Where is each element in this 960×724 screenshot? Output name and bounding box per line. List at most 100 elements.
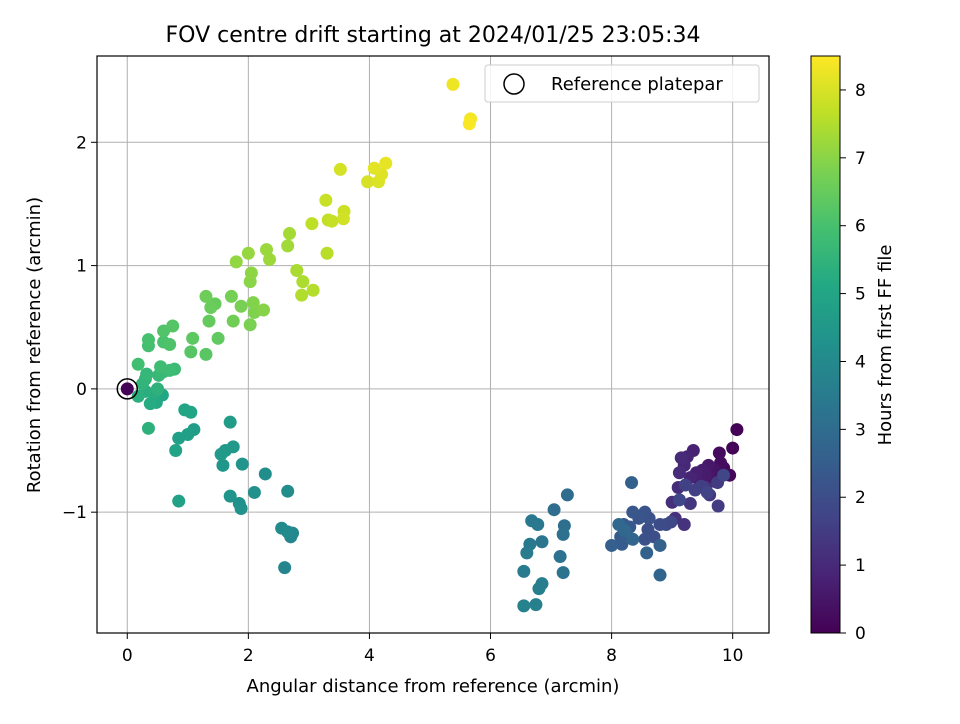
data-point [672,493,686,507]
colorbar-tick-label: 4 [855,352,866,372]
data-point [306,283,320,297]
data-point [672,466,686,480]
x-tick-label: 0 [122,646,133,666]
y-tick-label: 1 [76,257,87,277]
x-tick-label: 8 [606,646,617,666]
data-point [263,252,277,266]
data-point [296,275,310,289]
data-point [244,266,258,280]
data-point [169,444,183,458]
colorbar-label: Hours from first FF file [875,245,896,446]
data-point [641,522,655,536]
data-point [131,357,145,371]
data-point [226,314,240,328]
data-point [517,564,531,578]
x-axis-label: Angular distance from reference (arcmin) [247,676,620,697]
data-point [547,503,561,517]
data-point [216,458,230,472]
data-point [246,296,260,310]
y-axis-label: Rotation from reference (arcmin) [24,197,45,493]
x-tick-label: 10 [722,646,744,666]
data-point [141,421,155,435]
data-point [367,161,381,175]
data-point [140,367,154,381]
data-point [163,338,177,351]
data-point [717,468,731,482]
colorbar-gradient [810,55,841,634]
data-point [626,532,640,546]
data-point [446,77,460,91]
y-tick-label: −1 [62,503,87,523]
data-point [186,331,200,345]
data-point [223,489,237,503]
data-point [653,568,667,582]
data-point [553,550,567,564]
data-point [653,538,667,552]
data-point [525,514,539,528]
data-point [678,478,692,492]
colorbar: 0 1 2 3 4 5 6 7 8 Hours from first FF file [810,55,896,644]
data-point [605,538,619,552]
data-point [556,566,570,580]
colorbar-tick-label: 0 [855,624,866,644]
data-point [234,501,248,515]
colorbar-tick-label: 7 [855,149,866,169]
data-point [520,546,534,560]
colorbar-ticks: 0 1 2 3 4 5 6 7 8 [840,81,866,644]
data-point [281,484,295,498]
legend-marker-reference [503,73,525,95]
x-tick-label: 6 [485,646,496,666]
legend: Reference platepar [484,64,760,103]
data-point [154,360,168,374]
data-point [241,246,255,260]
data-point [653,518,667,532]
data-point [462,117,476,131]
data-point [235,457,249,471]
reference-point-fill [120,382,134,396]
data-point [214,447,228,461]
x-tick-label: 2 [243,646,254,666]
data-point [677,518,691,532]
data-point [223,415,237,429]
data-point [532,582,546,596]
grid-lines [97,56,769,633]
data-point [336,212,350,226]
data-point [638,532,652,546]
data-point [256,303,270,317]
data-point [711,499,725,513]
colorbar-tick-label: 2 [855,488,866,508]
x-axis-ticks: 0 2 4 6 8 10 [122,633,744,666]
data-point [295,288,309,302]
data-point [615,537,629,551]
y-axis-ticks: −1 0 1 2 [62,133,97,523]
data-point [517,599,531,613]
data-point [626,505,640,519]
data-point [556,527,570,541]
data-point [674,451,688,465]
data-point [535,535,549,549]
data-point [730,423,744,437]
data-point [184,345,198,359]
data-point [143,397,157,411]
data-point [211,331,225,345]
data-point [612,518,626,532]
data-point [290,264,304,278]
data-points [116,77,744,613]
data-point [278,561,292,575]
y-tick-label: 0 [76,380,87,400]
y-tick-label: 2 [76,133,87,153]
data-point [529,598,543,612]
legend-entry-reference: Reference platepar [551,74,723,95]
colorbar-tick-label: 6 [855,217,866,237]
data-point [319,193,333,207]
plot-frame [96,55,770,634]
data-point [640,546,654,560]
colorbar-tick-label: 5 [855,285,866,305]
data-point [260,243,274,257]
data-point [224,289,238,303]
data-point [199,347,213,361]
data-point [258,467,272,481]
data-point [234,299,248,313]
